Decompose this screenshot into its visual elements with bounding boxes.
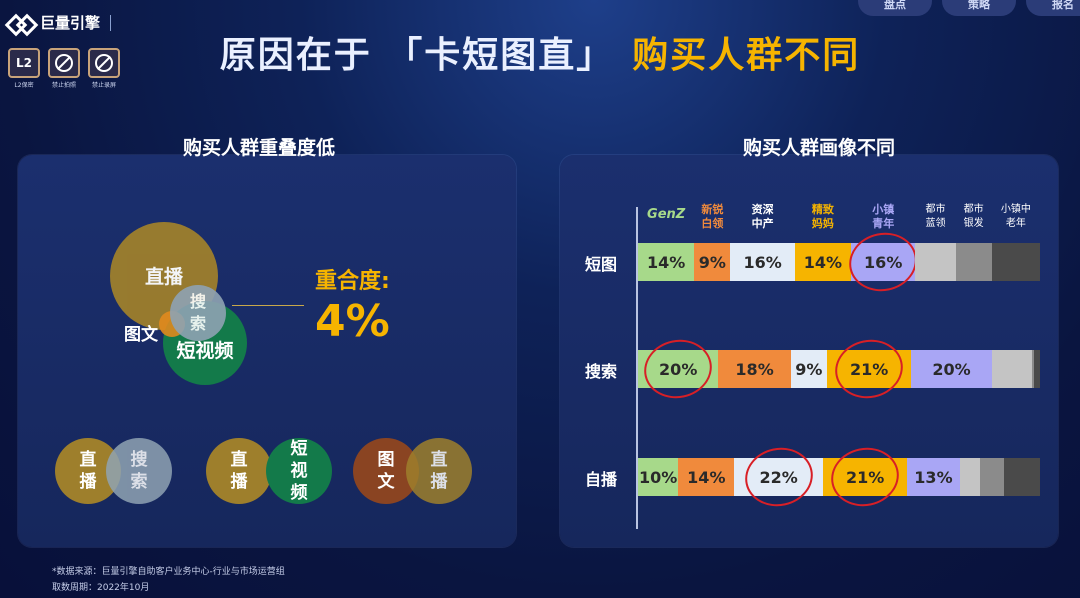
nav-baoming-button[interactable]: 报名: [1026, 0, 1080, 16]
highlight-ring: [829, 333, 909, 405]
pair1-circle-a: 直播: [55, 438, 121, 504]
overlap-label: 重合度:: [315, 269, 390, 294]
bar-segment: [979, 458, 1004, 496]
bar-segment: 14%: [678, 458, 735, 496]
pair2-circle-a: 直播: [206, 438, 272, 504]
category-label: 自播: [585, 470, 618, 489]
overlap-value: 4%: [315, 296, 390, 347]
bar-segment: [915, 243, 956, 281]
legend-label-2: 资深 中产: [751, 203, 774, 230]
brand-logo: 巨量引擎: [4, 12, 112, 36]
highlight-ring: [739, 441, 818, 513]
bar-segment: 16%: [730, 243, 795, 281]
legend-label-7: 小镇中 老年: [1000, 204, 1031, 229]
pair2-label-b: 短视频: [290, 439, 308, 503]
pair2-label-a: 直播: [230, 450, 248, 492]
bar-segment: 14%: [638, 243, 695, 281]
bar-segment: [1003, 458, 1040, 496]
legend-label-0: GenZ: [647, 207, 686, 222]
bar-segment: 9%: [790, 350, 827, 388]
page-title: 原因在于 「卡短图直」 购买人群不同: [0, 26, 1080, 78]
pair1-circle-b: 搜索: [106, 438, 172, 504]
bar-segment: [1031, 350, 1034, 388]
bar-segment: [955, 243, 992, 281]
legend-label-1: 新锐 白领: [701, 203, 724, 230]
footer-source: *数据来源：巨量引擎自助客户业务中心-行业与市场运营组: [52, 567, 285, 577]
no-record-icon: [95, 54, 113, 72]
bar-segment: [991, 350, 1032, 388]
bar-segment: 10%: [638, 458, 679, 496]
security-badges: L2 L2保密 禁止拍照 禁止录屏: [8, 48, 120, 89]
right-panel-title: 购买人群画像不同: [742, 137, 895, 159]
venn-diagram: 直播 短视频 图文 搜索 重合度: 4% 直播 搜索 直播 短视频 图文 直播: [55, 222, 472, 504]
bar-segment: 14%: [794, 243, 852, 281]
pair3-label-b: 直播: [430, 450, 448, 492]
highlight-ring: [825, 441, 905, 513]
pair3-circle-b: 直播: [406, 438, 472, 504]
bar-segment: [1033, 350, 1040, 388]
badge-l2: L2 L2保密: [8, 48, 40, 89]
venn-label-tuwen: 图文: [124, 325, 158, 345]
bar-segment: [959, 458, 980, 496]
pair1-label-b: 搜索: [130, 450, 148, 492]
badge-caption: 禁止录屏: [91, 82, 116, 89]
legend-label-4: 小镇 青年: [872, 203, 895, 230]
bar-segment: 18%: [718, 350, 791, 388]
pair2-circle-b: 短视频: [266, 438, 332, 504]
bar-segment: 13%: [907, 458, 960, 496]
bar-segment: 22%: [734, 458, 823, 496]
highlight-ring: [843, 226, 923, 298]
badge-caption: 禁止拍照: [51, 82, 76, 89]
page-title-highlight: 购买人群不同: [632, 35, 861, 76]
bar-segment: 21%: [822, 458, 908, 496]
pair1-label-a: 直播: [79, 450, 97, 492]
legend-label-5: 都市 蓝领: [925, 204, 946, 229]
badge-caption: L2保密: [14, 82, 34, 89]
page-title-main: 原因在于 「卡短图直」: [219, 35, 615, 76]
bar-segment: 21%: [826, 350, 912, 388]
brand-divider: [110, 14, 112, 31]
no-photo-icon: [55, 54, 73, 72]
top-nav: 盘点 策略 报名: [858, 0, 1080, 16]
highlight-ring: [638, 333, 718, 405]
pair3-label-a: 图文: [377, 450, 395, 492]
footer-period: 取数周期：2022年10月: [52, 583, 150, 593]
leader-line: [232, 305, 304, 306]
legend-label-3: 精致 妈妈: [811, 203, 834, 230]
bar-segment: 20%: [638, 350, 719, 388]
brand-name: 巨量引擎: [40, 14, 101, 32]
bar-segment: 9%: [694, 243, 731, 281]
nav-celue-button[interactable]: 策略: [942, 0, 1016, 16]
category-label: 搜索: [585, 362, 618, 381]
venn-circle-sousuo: 搜索: [170, 285, 226, 341]
bar-segment: [991, 243, 1040, 281]
left-panel-title: 购买人群重叠度低: [182, 137, 335, 159]
bar-segment: 16%: [851, 243, 916, 281]
badge-no-record: 禁止录屏: [88, 48, 120, 89]
chart-axis: [636, 207, 638, 529]
badge-no-photo: 禁止拍照: [48, 48, 80, 89]
venn-label-sousuo: 搜索: [189, 292, 206, 333]
category-label: 短图: [585, 255, 618, 274]
bar-segment: 20%: [911, 350, 992, 388]
l2-icon: L2: [8, 48, 40, 78]
legend-label-6: 都市 银发: [963, 204, 984, 229]
nav-pandian-button[interactable]: 盘点: [858, 0, 932, 16]
